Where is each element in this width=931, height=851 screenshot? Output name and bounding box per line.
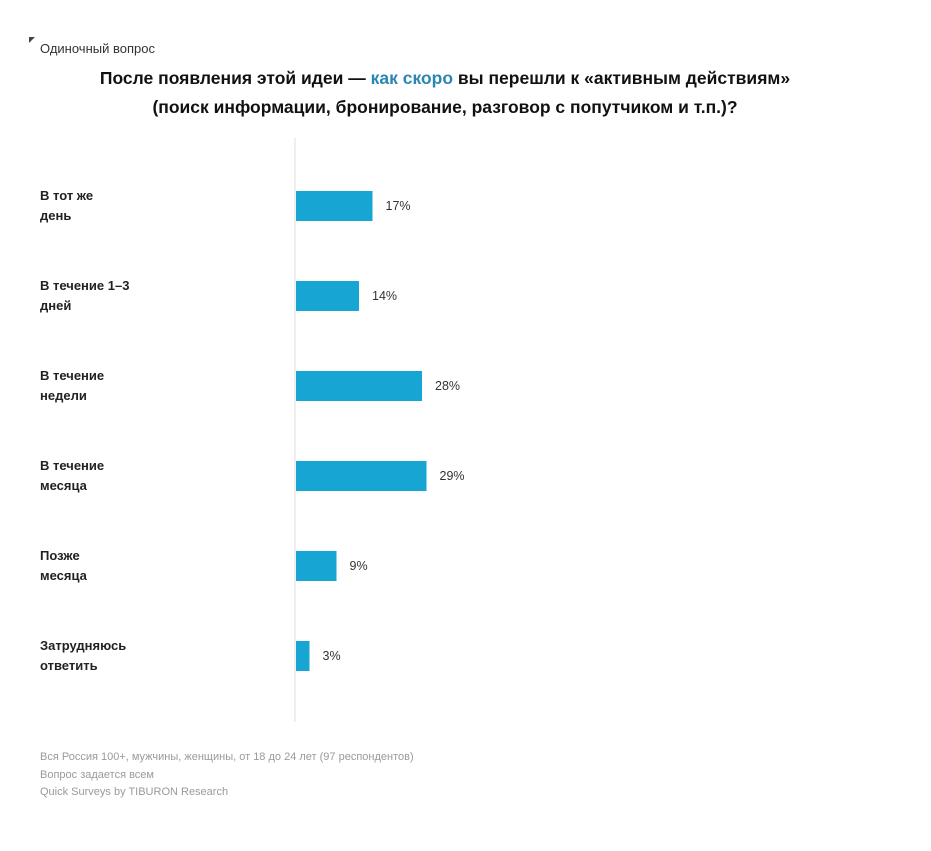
footer-sample-note: Вся Россия 100+, мужчины, женщины, от 18… <box>40 751 414 763</box>
category-label-line: день <box>40 208 71 223</box>
value-label: 3% <box>323 649 341 663</box>
category-label-line: Позже <box>40 548 80 563</box>
category-label-line: В течение <box>40 458 104 473</box>
value-label: 9% <box>350 559 368 573</box>
category-label: В течение недели <box>40 368 104 403</box>
bar <box>296 461 427 491</box>
value-label: 14% <box>372 289 397 303</box>
category-label-line: недели <box>40 388 87 403</box>
footer-source-note: Quick Surveys by TIBURON Research <box>40 786 229 798</box>
category-label-line: месяца <box>40 478 88 493</box>
value-label: 17% <box>386 199 411 213</box>
chart-title-line1: После появления этой идеи — как скоро вы… <box>0 64 890 93</box>
title-accent-text: как скоро <box>370 68 454 88</box>
bar <box>296 371 422 401</box>
category-label-line: ответить <box>40 658 98 673</box>
bar <box>296 641 310 671</box>
chart-title-line2: (поиск информации, бронирование, разгово… <box>152 97 738 117</box>
category-label: В течение месяца <box>40 458 104 493</box>
question-type-label: Одиночный вопрос <box>40 41 155 56</box>
value-label: 28% <box>435 379 460 393</box>
category-label-line: В тот же <box>40 188 93 203</box>
title-text-end: вы перешли к «активным действиям» <box>453 68 791 88</box>
title-text-start: После появления этой идеи — <box>99 68 371 88</box>
chart-footer: Вся Россия 100+, мужчины, женщины, от 18… <box>40 749 414 802</box>
footer-question-note: Вопрос задается всем <box>40 768 154 781</box>
category-label-line: дней <box>40 298 71 313</box>
corner-marker-icon <box>29 37 35 43</box>
category-label-line: Затрудняюсь <box>40 638 126 653</box>
bar <box>296 281 359 311</box>
category-label-line: В течение <box>40 368 104 383</box>
category-label: В течение 1–3 дней <box>40 278 129 313</box>
chart-title: После появления этой идеи — как скоро вы… <box>0 64 890 122</box>
category-label: В тот же день <box>40 188 93 223</box>
bar <box>296 191 373 221</box>
category-label-line: В течение 1–3 <box>40 278 129 293</box>
value-label: 29% <box>440 469 465 483</box>
category-label-line: месяца <box>40 568 88 583</box>
category-label: Позже месяца <box>40 548 88 583</box>
bar <box>296 551 337 581</box>
category-label: Затрудняюсь ответить <box>40 638 126 673</box>
